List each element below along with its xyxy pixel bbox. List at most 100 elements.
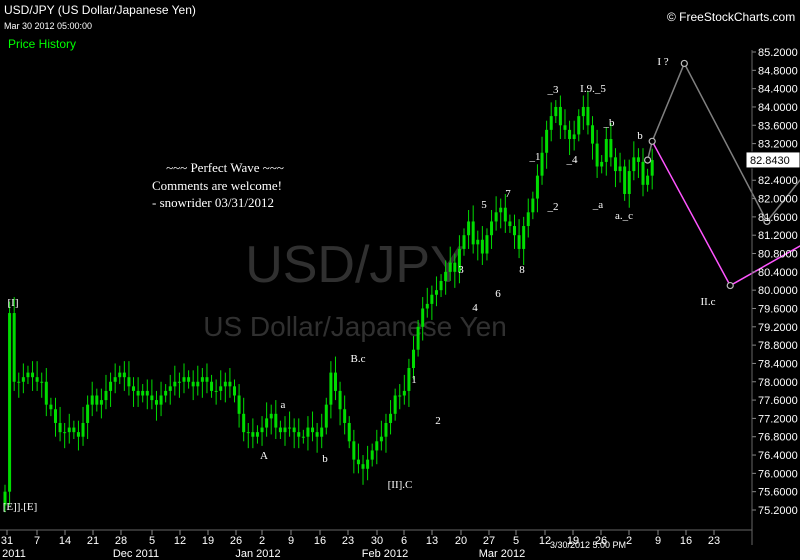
candle-body [457, 248, 461, 272]
candle-body [370, 450, 374, 460]
candle-body [223, 381, 227, 387]
candle-body [402, 390, 406, 396]
wave-label: b [322, 453, 328, 465]
candle-body [200, 377, 204, 382]
candle-body [503, 207, 507, 222]
candle-body [421, 308, 425, 327]
price-history-tab[interactable]: Price History [8, 37, 77, 51]
wave-label: 5 [481, 199, 487, 211]
candle-body [141, 390, 145, 396]
candle-body [490, 221, 494, 236]
x-tick-label: 19 [567, 535, 579, 547]
x-tick-label: 13 [426, 535, 438, 547]
candle-body [136, 390, 140, 396]
candle-body [623, 166, 627, 194]
candle-body [476, 239, 480, 245]
candle-body [173, 381, 177, 387]
x-tick-label: 2 [259, 535, 265, 547]
y-tick-label: 78.0000 [758, 377, 798, 389]
candle-body [214, 390, 218, 392]
candle-body [228, 381, 232, 387]
candle-body [407, 368, 411, 391]
last-price-box [745, 151, 800, 169]
projection-point [648, 137, 656, 145]
wave-label: a [281, 399, 286, 411]
projection-point [643, 156, 652, 164]
wave-label: 1 [411, 374, 417, 386]
wave-label: I ? [657, 56, 668, 68]
candle-body [485, 235, 489, 254]
last-price-label: 82.8430 [750, 155, 790, 167]
candle-body [113, 377, 117, 382]
wave-label: _4 [566, 154, 579, 166]
candle-body [517, 235, 521, 249]
x-month-label: Feb 2012 [362, 548, 408, 560]
candle-body [453, 262, 457, 272]
x-tick-label: 31 [1, 535, 13, 547]
comment-line-2: Comments are welcome! [152, 178, 282, 193]
candle-body [219, 386, 223, 391]
candle-body [604, 139, 608, 162]
candle-body [278, 427, 282, 433]
candle-body [35, 377, 39, 382]
candle-body [76, 432, 80, 437]
wave-label: _a [592, 199, 604, 211]
y-tick-label: 82.0000 [758, 194, 798, 206]
candle-body [361, 464, 365, 469]
projection-point [726, 281, 734, 290]
candle-body [26, 372, 30, 378]
candle-body [237, 395, 241, 414]
candle-body [324, 404, 328, 428]
y-tick-label: 81.6000 [758, 212, 798, 224]
candle-body [329, 372, 333, 405]
wave-label: [E]].[E] [3, 501, 38, 513]
comment-line-3: - snowrider 03/31/2012 [152, 195, 274, 210]
candle-body [522, 226, 526, 249]
candle-body [343, 409, 347, 423]
candle-body [191, 381, 195, 387]
candle-body [600, 161, 604, 167]
candle-body [233, 386, 236, 396]
candle-body [618, 166, 622, 172]
candle-body [265, 418, 269, 428]
candle-body [255, 432, 259, 437]
wave-label: a._c [615, 210, 633, 222]
candle-body [531, 198, 535, 213]
candle-body [164, 390, 168, 396]
candle-body [109, 381, 113, 391]
candle-body [352, 441, 356, 460]
candle-body [210, 381, 214, 391]
candle-body [159, 395, 163, 405]
candle-body [44, 381, 48, 405]
x-month-label: Jan 2012 [235, 548, 280, 560]
candle-body [499, 207, 503, 213]
y-tick-label: 79.6000 [758, 303, 798, 315]
y-tick-label: 78.8000 [758, 340, 798, 352]
x-tick-label: 16 [680, 535, 692, 547]
candle-body [269, 413, 273, 419]
candle-body [274, 413, 278, 428]
timestamp: Mar 30 2012 05:00:00 [4, 21, 93, 31]
y-tick-label: 81.2000 [758, 230, 798, 242]
y-tick-label: 80.0000 [758, 285, 798, 297]
candle-body [242, 413, 246, 433]
x-tick-label: 26 [595, 535, 607, 547]
candle-body [99, 400, 103, 405]
x-month-label: Mar 2012 [479, 548, 525, 560]
candle-body [389, 413, 393, 423]
candle-body [12, 313, 16, 382]
wave-label: [I] [8, 297, 19, 309]
y-tick-label: 76.4000 [758, 450, 798, 462]
brand-label[interactable]: © FreeStockCharts.com [667, 10, 796, 24]
x-tick-label: 2 [626, 535, 632, 547]
candle-body [86, 404, 90, 423]
x-tick-label: 14 [59, 535, 71, 547]
candle-body [63, 432, 67, 434]
candle-body [53, 409, 57, 423]
x-tick-label: 7 [34, 535, 40, 547]
candle-body [49, 404, 53, 410]
wave-label: 7 [505, 188, 511, 200]
y-tick-label: 75.6000 [758, 487, 798, 499]
candle-body [425, 303, 429, 309]
candle-body [31, 372, 35, 378]
